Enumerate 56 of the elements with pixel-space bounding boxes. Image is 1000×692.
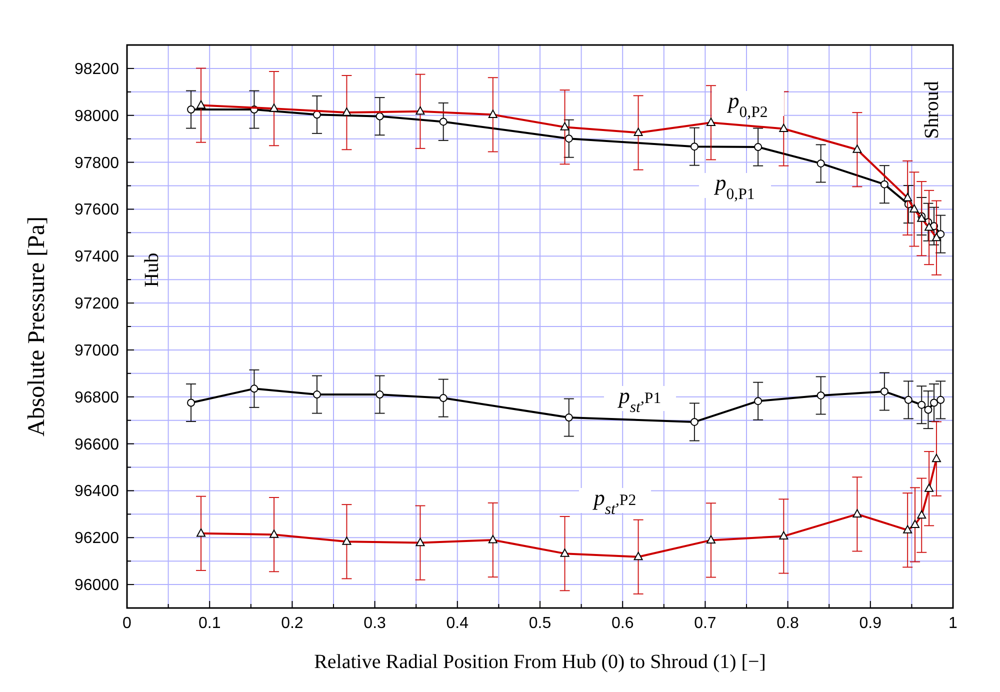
x-tick-label: 1 bbox=[948, 615, 958, 632]
y-tick-label: 97600 bbox=[74, 202, 120, 219]
y-tick-label: 98200 bbox=[74, 60, 120, 78]
point bbox=[904, 396, 912, 404]
y-tick-label: 97200 bbox=[74, 296, 120, 313]
x-tick-label: 0.1 bbox=[198, 615, 221, 632]
y-tick-label: 98000 bbox=[74, 108, 120, 125]
point bbox=[187, 398, 196, 407]
x-tick-label: 0.3 bbox=[364, 615, 386, 632]
point bbox=[187, 106, 196, 114]
x-tick-label: 0.7 bbox=[694, 615, 716, 632]
x-tick-label: 0.6 bbox=[611, 615, 634, 632]
x-tick-label: 0 bbox=[122, 615, 132, 632]
point bbox=[439, 394, 448, 402]
point bbox=[754, 143, 762, 152]
point bbox=[690, 142, 698, 151]
point bbox=[936, 396, 945, 404]
series-label: p$_{st}$,P1 bbox=[616, 383, 662, 416]
x-tick-label: 0.8 bbox=[776, 615, 800, 632]
y-tick-label: 97800 bbox=[74, 154, 120, 172]
x-tick-label: 0.5 bbox=[528, 615, 552, 632]
y-tick-label: 97400 bbox=[74, 248, 120, 266]
point bbox=[376, 112, 384, 120]
point bbox=[376, 390, 384, 399]
point bbox=[564, 134, 573, 143]
point bbox=[924, 406, 932, 414]
x-tick-label: 0.4 bbox=[446, 615, 469, 632]
annotation: Hub bbox=[141, 252, 163, 288]
series-label: p$_{0,P1}$ bbox=[713, 170, 755, 202]
x-tick-label: 0.9 bbox=[859, 615, 882, 632]
point bbox=[312, 390, 321, 399]
point bbox=[930, 398, 938, 407]
point bbox=[816, 391, 825, 400]
annotation: Shroud bbox=[921, 81, 943, 139]
y-axis-title: Absolute Pressure [Pa] bbox=[24, 216, 50, 436]
point bbox=[918, 400, 926, 409]
y-tick-label: 96200 bbox=[74, 530, 120, 548]
point bbox=[312, 110, 321, 119]
y-tick-label: 96800 bbox=[74, 389, 120, 406]
y-tick-label: 96000 bbox=[74, 577, 120, 594]
point bbox=[880, 387, 888, 396]
point bbox=[754, 397, 762, 406]
series-label: p$_{0,P2}$ bbox=[726, 88, 768, 120]
point bbox=[690, 418, 698, 426]
y-tick-label: 96400 bbox=[74, 483, 120, 500]
point bbox=[816, 159, 825, 168]
x-tick-label: 0.2 bbox=[281, 615, 304, 632]
series-label: p$_{st}$,P2 bbox=[592, 485, 636, 518]
y-tick-label: 96600 bbox=[74, 436, 120, 454]
point bbox=[936, 230, 945, 238]
point bbox=[250, 384, 258, 393]
point bbox=[880, 180, 888, 188]
point bbox=[564, 414, 573, 422]
point bbox=[439, 118, 448, 126]
x-axis-title: Relative Radial Position From Hub (0) to Shroud (1) [−] bbox=[314, 651, 766, 673]
y-tick-label: 97000 bbox=[74, 342, 120, 360]
